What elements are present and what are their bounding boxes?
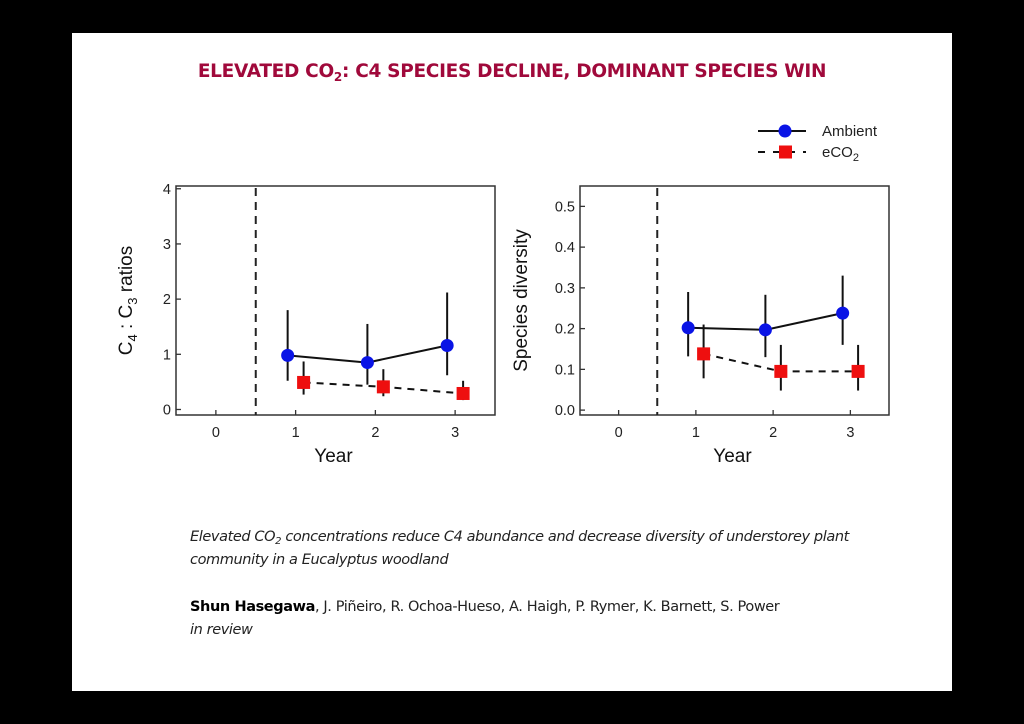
y-tick-label: 0.1 [555, 362, 575, 378]
data-point-ambient [758, 323, 772, 337]
legend-label: eCO2 [822, 144, 859, 164]
x-axis-title: Year [314, 446, 353, 467]
y-axis-title-part: ratios [116, 246, 137, 298]
lead-author: Shun Hasegawa [190, 599, 315, 615]
data-point-ambient [836, 306, 850, 320]
y-tick-label: 3 [163, 237, 171, 253]
paper-title-caption: Elevated CO2 concentrations reduce C4 ab… [190, 526, 890, 572]
data-point-eco2 [376, 380, 390, 394]
data-point-eco2 [851, 364, 865, 378]
data-point-eco2 [297, 375, 311, 389]
caption-text: Elevated CO [190, 529, 276, 545]
caption-text-rest: concentrations reduce C4 abundance and d… [190, 529, 849, 568]
x-tick-label: 3 [451, 425, 459, 441]
publication-status: in review [190, 622, 253, 638]
x-tick-label: 2 [371, 425, 379, 441]
y-tick-label: 0 [163, 402, 171, 418]
y-tick-label: 4 [163, 182, 171, 198]
title-subscript: 2 [333, 70, 342, 84]
y-tick-label: 0.5 [555, 199, 575, 215]
data-point-ambient [360, 356, 374, 370]
x-tick-label: 3 [846, 425, 854, 441]
y-axis-title-part: 3 [125, 297, 140, 304]
y-tick-label: 0.2 [555, 322, 575, 338]
coauthors: , J. Piñeiro, R. Ochoa-Hueso, A. Haigh, … [315, 599, 780, 615]
x-tick-label: 0 [615, 425, 623, 441]
data-point-ambient [681, 321, 695, 335]
y-tick-label: 0.3 [555, 281, 575, 297]
y-tick-label: 0.0 [555, 403, 575, 419]
x-tick-label: 0 [212, 425, 220, 441]
data-point-eco2 [456, 386, 470, 400]
x-tick-label: 1 [692, 425, 700, 441]
slide: ELEVATED CO2: C4 SPECIES DECLINE, DOMINA… [72, 33, 952, 691]
data-point-ambient [440, 338, 454, 352]
y-axis-title-part: C [116, 342, 137, 356]
legend-marker-square [779, 145, 792, 159]
author-list: Shun Hasegawa, J. Piñeiro, R. Ochoa-Hues… [190, 596, 890, 642]
legend-marker-circle [778, 124, 792, 138]
y-tick-label: 2 [163, 292, 171, 308]
legend-label: Ambient [822, 123, 878, 140]
x-tick-label: 1 [292, 425, 300, 441]
y-tick-label: 0.4 [555, 240, 575, 256]
legend-label-subscript: 2 [853, 152, 859, 164]
plot-frame [175, 185, 496, 416]
plot-frame [579, 185, 890, 416]
title-text-rest: : C4 SPECIES DECLINE, DOMINANT SPECIES W… [341, 61, 827, 82]
y-axis-title-part: 4 [125, 334, 140, 341]
x-axis-title: Year [713, 446, 752, 467]
x-tick-label: 2 [769, 425, 777, 441]
y-axis-title-part: Species diversity [511, 229, 532, 372]
y-axis-title: C4 : C3 ratios [116, 246, 140, 356]
data-point-ambient [281, 348, 295, 362]
caption-subscript: 2 [275, 536, 282, 547]
slide-title: ELEVATED CO2: C4 SPECIES DECLINE, DOMINA… [72, 61, 952, 84]
chart-panel-2: 0.0 0.1 0.2 0.3 0.4 0.5 0 1 2 3 Year Species divers… [511, 185, 890, 467]
y-axis-title: Species diversity [511, 229, 532, 372]
data-point-eco2 [697, 347, 711, 361]
y-axis-title-part: : C [116, 305, 137, 335]
data-point-eco2 [774, 364, 788, 378]
legend: Ambient eCO2 [758, 123, 878, 164]
y-tick-label: 1 [163, 347, 171, 363]
title-text: ELEVATED CO [197, 61, 334, 82]
